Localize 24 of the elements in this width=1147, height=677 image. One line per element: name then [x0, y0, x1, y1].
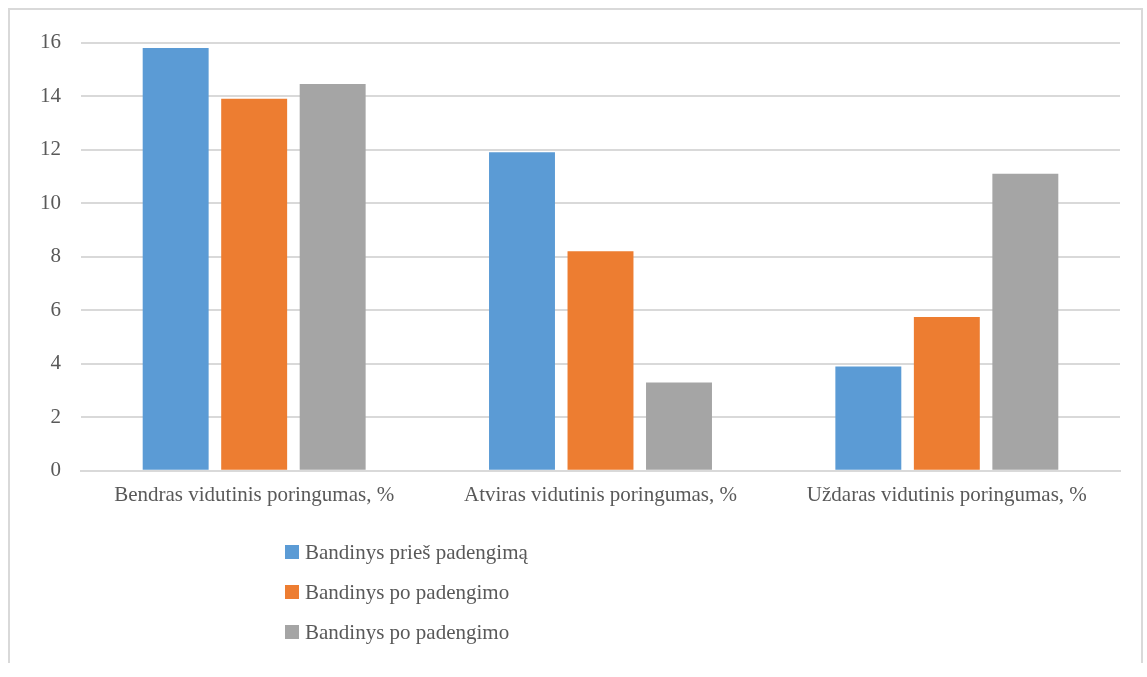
y-tick-label: 14	[40, 82, 62, 107]
y-tick-label: 4	[50, 350, 62, 375]
bar	[835, 366, 902, 470]
legend-label: Bandinys po padengimo	[305, 619, 510, 645]
bar	[992, 173, 1059, 470]
legend-label: Bandinys po padengimo	[305, 579, 510, 605]
x-tick-label: Atviras vidutinis poringumas, %	[464, 481, 737, 506]
x-tick-label: Bendras vidutinis poringumas, %	[114, 481, 395, 506]
y-tick-label: 10	[40, 189, 61, 214]
bar	[299, 84, 366, 470]
y-tick-label: 2	[50, 403, 61, 428]
y-tick-label: 16	[40, 29, 61, 54]
bar	[221, 98, 288, 470]
y-tick-label: 12	[40, 136, 61, 161]
y-tick-label: 8	[50, 243, 61, 268]
bar	[567, 251, 634, 470]
x-tick-label: Uždaras vidutinis poringumas, %	[806, 481, 1087, 506]
bar	[142, 47, 209, 470]
bar	[489, 152, 555, 470]
bar	[913, 316, 980, 470]
legend-label: Bandinys prieš padengimą	[305, 539, 528, 565]
y-tick-label: 0	[50, 457, 61, 482]
y-tick-label: 6	[50, 296, 61, 321]
bar	[646, 382, 712, 470]
